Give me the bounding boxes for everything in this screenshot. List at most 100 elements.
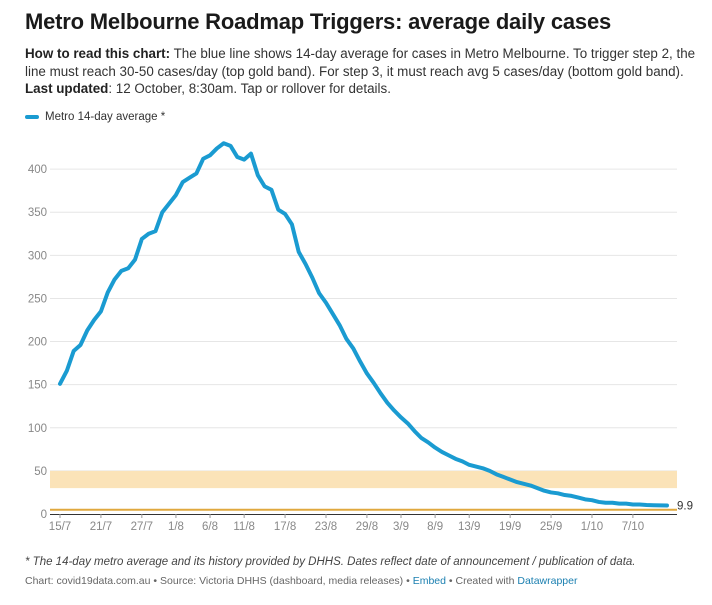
data-point	[570, 494, 574, 498]
data-point	[119, 269, 123, 273]
data-point	[290, 222, 294, 226]
data-point	[263, 184, 267, 188]
x-tick-label: 1/8	[168, 521, 184, 533]
data-point	[85, 328, 89, 332]
data-point	[406, 421, 410, 425]
data-point	[665, 503, 669, 507]
data-point	[113, 277, 117, 281]
x-tick-label: 21/7	[90, 521, 112, 533]
data-point	[535, 486, 539, 490]
data-point	[474, 465, 478, 469]
x-tick-label: 6/8	[202, 521, 218, 533]
footer-chart-credit: Chart: covid19data.com.au	[25, 575, 151, 587]
data-point	[447, 453, 451, 457]
data-point	[222, 141, 226, 145]
footer-source: Source: Victoria DHHS (dashboard, media …	[160, 575, 404, 587]
data-point	[188, 176, 192, 180]
data-point	[153, 229, 157, 233]
line-chart[interactable]: 0 50 100 150 200 250 300 350 400 15/7 21/7 27/7 1/8 6…	[0, 0, 712, 550]
y-tick-label: 300	[28, 250, 47, 262]
intro-text-1: The blue line shows 14-day average for c…	[25, 46, 696, 79]
data-point	[133, 258, 137, 262]
chart-footer: Chart: covid19data.com.au • Source: Vict…	[25, 575, 577, 587]
y-tick-label: 200	[28, 337, 47, 349]
step2-trigger-band	[50, 470, 677, 489]
data-point	[651, 503, 655, 507]
data-point	[215, 146, 219, 150]
data-point	[563, 493, 567, 497]
data-point	[365, 371, 369, 375]
data-point	[235, 155, 239, 159]
data-point	[467, 463, 471, 467]
data-point	[494, 472, 498, 476]
data-point	[72, 349, 76, 353]
x-tick-label: 15/7	[49, 521, 71, 533]
footer-created-with: • Created with	[445, 575, 518, 587]
data-point	[324, 301, 328, 305]
data-point	[399, 415, 403, 419]
data-point	[508, 478, 512, 482]
data-point	[529, 484, 533, 488]
data-point	[604, 501, 608, 505]
data-point	[426, 440, 430, 444]
data-point	[106, 290, 110, 294]
footer-separator: •	[403, 575, 413, 587]
y-tick-label: 0	[41, 509, 47, 521]
data-point	[201, 157, 205, 161]
y-tick-label: 350	[28, 207, 47, 219]
data-point	[65, 369, 69, 373]
chart-notes: * The 14-day metro average and its histo…	[25, 556, 636, 568]
data-point	[556, 491, 560, 495]
end-value-label: 9.9	[677, 500, 693, 512]
x-tick-label: 11/8	[233, 521, 255, 533]
data-point	[304, 262, 308, 266]
data-point	[617, 502, 621, 506]
data-point	[256, 173, 260, 177]
data-point	[413, 429, 417, 433]
data-point	[242, 158, 246, 162]
legend-line-swatch	[25, 115, 39, 119]
data-point	[610, 501, 614, 505]
data-point	[269, 188, 273, 192]
data-point	[249, 152, 253, 156]
data-point	[419, 436, 423, 440]
data-point	[194, 171, 198, 175]
data-point	[358, 359, 362, 363]
data-point	[92, 318, 96, 322]
data-point	[440, 450, 444, 454]
x-tick-label: 27/7	[131, 521, 153, 533]
data-point	[385, 401, 389, 405]
data-point	[597, 500, 601, 504]
y-tick-label: 100	[28, 423, 47, 435]
x-tick-label: 1/10	[581, 521, 603, 533]
data-point	[140, 237, 144, 241]
x-tick-label: 13/9	[458, 521, 480, 533]
data-point	[488, 469, 492, 473]
datawrapper-link[interactable]: Datawrapper	[517, 575, 578, 587]
legend-label: Metro 14-day average *	[45, 111, 166, 123]
data-point	[208, 153, 212, 157]
x-tick-label: 7/10	[622, 521, 644, 533]
data-point	[276, 208, 280, 212]
chart-title: Metro Melbourne Roadmap Triggers: averag…	[25, 9, 612, 34]
data-point	[624, 502, 628, 506]
chart-legend: Metro 14-day average *	[25, 111, 165, 123]
data-point	[351, 346, 355, 350]
data-point	[638, 503, 642, 507]
x-tick-label: 19/9	[499, 521, 521, 533]
data-point	[576, 496, 580, 500]
data-point	[501, 475, 505, 479]
data-point	[454, 457, 458, 461]
data-point	[58, 382, 62, 386]
data-point	[344, 337, 348, 341]
data-point	[433, 446, 437, 450]
data-point	[460, 459, 464, 463]
data-point	[167, 202, 171, 206]
data-point	[379, 391, 383, 395]
data-point	[229, 144, 233, 148]
embed-link[interactable]: Embed	[412, 575, 446, 587]
data-point	[283, 212, 287, 216]
data-point	[522, 482, 526, 486]
data-point	[392, 409, 396, 413]
data-point	[645, 503, 649, 507]
